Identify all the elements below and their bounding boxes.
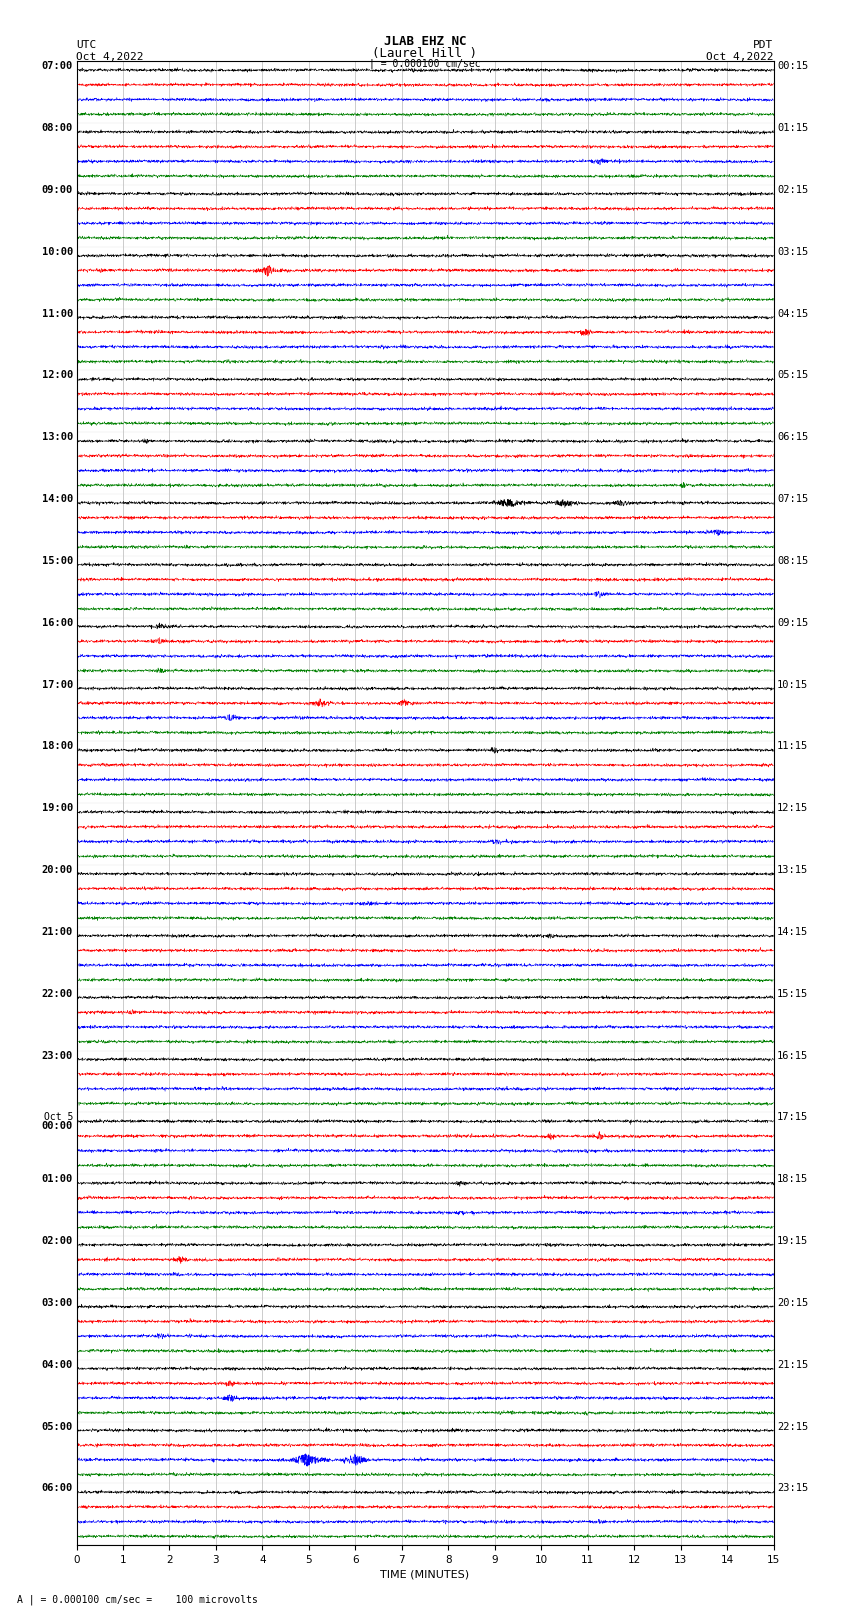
Text: 06:00: 06:00 [42,1484,73,1494]
Text: 18:15: 18:15 [777,1174,808,1184]
Text: 02:15: 02:15 [777,185,808,195]
Text: 10:00: 10:00 [42,247,73,256]
Text: 13:15: 13:15 [777,865,808,876]
Text: Oct 4,2022: Oct 4,2022 [706,52,774,61]
Text: 02:00: 02:00 [42,1236,73,1247]
Text: 07:15: 07:15 [777,494,808,505]
Text: 12:00: 12:00 [42,371,73,381]
Text: 00:00: 00:00 [42,1121,73,1131]
Text: 15:15: 15:15 [777,989,808,998]
Text: 19:00: 19:00 [42,803,73,813]
Text: 15:00: 15:00 [42,556,73,566]
Text: 05:00: 05:00 [42,1421,73,1432]
Text: 11:15: 11:15 [777,742,808,752]
Text: 20:15: 20:15 [777,1298,808,1308]
Text: UTC: UTC [76,40,97,50]
Text: 13:00: 13:00 [42,432,73,442]
Text: 09:15: 09:15 [777,618,808,627]
Text: 14:15: 14:15 [777,927,808,937]
Text: 04:00: 04:00 [42,1360,73,1369]
Text: 17:15: 17:15 [777,1113,808,1123]
Text: 00:15: 00:15 [777,61,808,71]
Text: 09:00: 09:00 [42,185,73,195]
Text: JLAB EHZ NC: JLAB EHZ NC [383,35,467,48]
Text: A | = 0.000100 cm/sec =    100 microvolts: A | = 0.000100 cm/sec = 100 microvolts [17,1594,258,1605]
Text: 16:15: 16:15 [777,1050,808,1061]
Text: 01:15: 01:15 [777,123,808,134]
Text: 06:15: 06:15 [777,432,808,442]
Text: 19:15: 19:15 [777,1236,808,1247]
Text: 01:00: 01:00 [42,1174,73,1184]
Text: 21:15: 21:15 [777,1360,808,1369]
Text: PDT: PDT [753,40,774,50]
Text: 16:00: 16:00 [42,618,73,627]
Text: 08:00: 08:00 [42,123,73,134]
Text: 10:15: 10:15 [777,679,808,690]
Text: 22:00: 22:00 [42,989,73,998]
Text: | = 0.000100 cm/sec: | = 0.000100 cm/sec [369,58,481,69]
Text: 07:00: 07:00 [42,61,73,71]
Text: Oct 4,2022: Oct 4,2022 [76,52,144,61]
Text: 21:00: 21:00 [42,927,73,937]
Text: 20:00: 20:00 [42,865,73,876]
Text: 03:15: 03:15 [777,247,808,256]
Text: 23:15: 23:15 [777,1484,808,1494]
Text: 03:00: 03:00 [42,1298,73,1308]
Text: 12:15: 12:15 [777,803,808,813]
Text: Oct 5: Oct 5 [43,1113,73,1123]
Text: 08:15: 08:15 [777,556,808,566]
Text: 14:00: 14:00 [42,494,73,505]
Text: 05:15: 05:15 [777,371,808,381]
Text: 11:00: 11:00 [42,308,73,319]
Text: 22:15: 22:15 [777,1421,808,1432]
Text: 23:00: 23:00 [42,1050,73,1061]
Text: 17:00: 17:00 [42,679,73,690]
Text: 18:00: 18:00 [42,742,73,752]
X-axis label: TIME (MINUTES): TIME (MINUTES) [381,1569,469,1579]
Text: (Laurel Hill ): (Laurel Hill ) [372,47,478,60]
Text: 04:15: 04:15 [777,308,808,319]
